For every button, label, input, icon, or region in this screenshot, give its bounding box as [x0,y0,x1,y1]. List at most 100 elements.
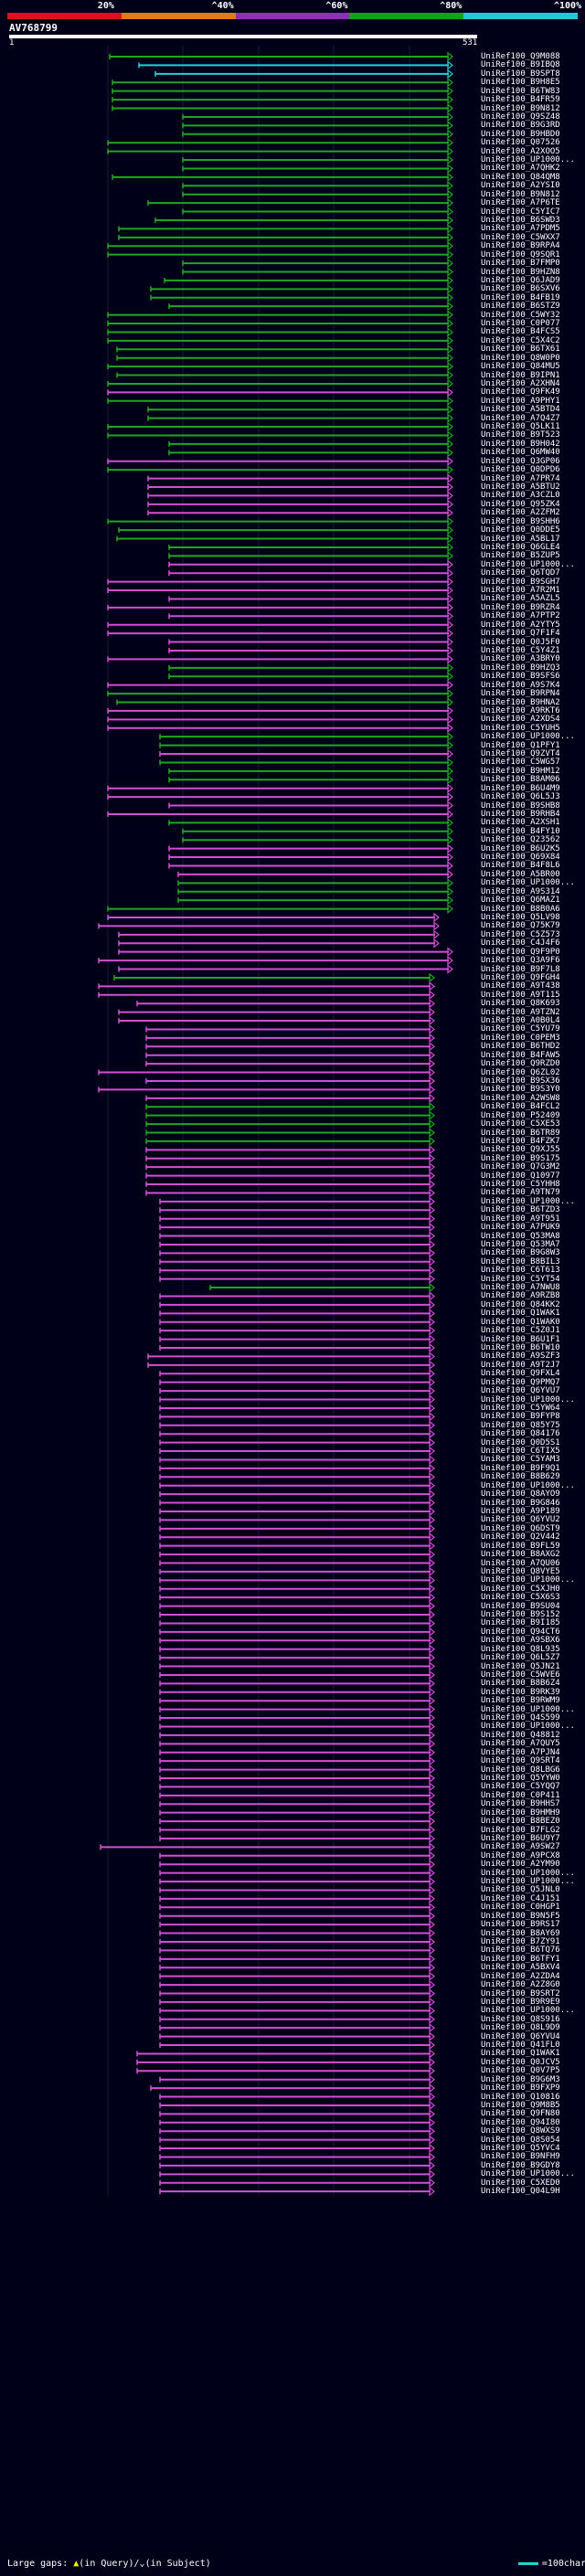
hit-label[interactable]: UniRef100_A9T951 [481,1214,560,1224]
hit-label[interactable]: UniRef100_B6TQ76 [481,1945,560,1956]
hit-label[interactable]: UniRef100_Q3GP06 [481,456,560,466]
hit-label[interactable]: UniRef100_Q8VYE5 [481,1566,560,1576]
hit-label[interactable]: UniRef100_Q5YYW0 [481,1774,560,1783]
hit-label[interactable]: UniRef100_Q1PFY1 [481,740,560,750]
hit-label[interactable]: UniRef100_C5WXX7 [481,232,560,242]
hit-label[interactable]: UniRef100_A9SBX6 [481,1636,560,1646]
hit-label[interactable]: UniRef100_A2YTY5 [481,620,560,630]
hit-label[interactable]: UniRef100_B6TW83 [481,86,560,96]
hit-label[interactable]: UniRef100_B9SRT2 [481,1988,560,1998]
hit-label[interactable]: UniRef100_B6TW10 [481,1343,560,1352]
hit-label[interactable]: UniRef100_B4FAW5 [481,1050,560,1060]
hit-label[interactable]: UniRef100_A2XHN4 [481,378,560,388]
hit-label[interactable]: UniRef100_C5WG57 [481,758,560,768]
hit-label[interactable]: UniRef100_B9HZN8 [481,267,560,277]
hit-label[interactable]: UniRef100_Q84176 [481,1429,560,1439]
hit-label[interactable]: UniRef100_C5WY32 [481,310,560,320]
hit-label[interactable]: UniRef100_B9S3Y0 [481,1085,560,1095]
hit-label[interactable]: UniRef100_Q23562 [481,835,560,845]
hit-label[interactable]: UniRef100_B9HMH9 [481,1807,560,1818]
hit-label[interactable]: UniRef100_A7Q4Z7 [481,413,560,423]
hit-label[interactable]: UniRef100_A2XOO5 [481,146,560,156]
hit-label[interactable]: UniRef100_C0P411 [481,1790,560,1800]
hit-label[interactable]: UniRef100_A7PTP2 [481,611,560,621]
hit-label[interactable]: UniRef100_UP1000... [481,732,575,742]
hit-label[interactable]: UniRef100_Q07526 [481,138,560,148]
hit-label[interactable]: UniRef100_B8B629 [481,1472,560,1482]
hit-label[interactable]: UniRef100_B5ZUP5 [481,551,560,561]
hit-label[interactable]: UniRef100_A0B0L4 [481,1016,560,1026]
hit-label[interactable]: UniRef100_A5BL17 [481,534,560,544]
hit-label[interactable]: UniRef100_C5YHH8 [481,1180,560,1190]
hit-label[interactable]: UniRef100_C5WVE6 [481,1670,560,1680]
hit-label[interactable]: UniRef100_C5XJH0 [481,1584,560,1594]
hit-label[interactable]: UniRef100_C4J4F6 [481,938,560,949]
hit-label[interactable]: UniRef100_A5BTD4 [481,405,560,415]
hit-label[interactable]: UniRef100_A7QUY5 [481,1739,560,1749]
hit-label[interactable]: UniRef100_Q53MA7 [481,1239,560,1249]
hit-label[interactable]: UniRef100_Q6YVU2 [481,1515,560,1525]
hit-label[interactable]: UniRef100_A9SW27 [481,1842,560,1852]
hit-label[interactable]: UniRef100_Q0D5S1 [481,1437,560,1447]
hit-label[interactable]: UniRef100_B8B6Z4 [481,1679,560,1689]
hit-label[interactable]: UniRef100_B9H8E5 [481,78,560,88]
hit-label[interactable]: UniRef100_Q9FXL4 [481,1369,560,1379]
hit-label[interactable]: UniRef100_B4FCL2 [481,1102,560,1112]
hit-label[interactable]: UniRef100_Q9PMQ7 [481,1377,560,1387]
hit-label[interactable]: UniRef100_B9RPN4 [481,689,560,699]
hit-label[interactable]: UniRef100_A2ZDA4 [481,1971,560,1981]
hit-label[interactable]: UniRef100_Q8L9D9 [481,2023,560,2033]
hit-label[interactable]: UniRef100_B6U9Y7 [481,1833,560,1843]
hit-label[interactable]: UniRef100_A7PDM5 [481,224,560,234]
hit-label[interactable]: UniRef100_Q94CT6 [481,1627,560,1637]
hit-label[interactable]: UniRef100_B7FMP0 [481,259,560,269]
hit-label[interactable]: UniRef100_Q7F1F4 [481,629,560,639]
hit-label[interactable]: UniRef100_Q6TQD7 [481,568,560,578]
hit-label[interactable]: UniRef100_B6U1F1 [481,1334,560,1344]
hit-label[interactable]: UniRef100_A2YSI0 [481,181,560,191]
hit-label[interactable]: UniRef100_Q8L935 [481,1644,560,1654]
hit-label[interactable]: UniRef100_B9SU04 [481,1601,560,1611]
hit-label[interactable]: UniRef100_B4F8L6 [481,861,560,871]
hit-label[interactable]: UniRef100_Q0V7P5 [481,2066,560,2076]
hit-label[interactable]: UniRef100_Q1WAK1 [481,2049,560,2059]
hit-label[interactable]: UniRef100_B9S152 [481,1610,560,1620]
hit-label[interactable]: UniRef100_Q6YVU4 [481,2031,560,2041]
hit-label[interactable]: UniRef100_C5YIC7 [481,207,560,217]
hit-label[interactable]: UniRef100_B9HHS7 [481,1799,560,1809]
hit-label[interactable]: UniRef100_A3CZL0 [481,491,560,501]
hit-label[interactable]: UniRef100_Q94I80 [481,2117,560,2127]
hit-label[interactable]: UniRef100_C5YQQ7 [481,1782,560,1792]
hit-label[interactable]: UniRef100_Q9XJ55 [481,1145,560,1155]
hit-label[interactable]: UniRef100_B9SX36 [481,1076,560,1086]
hit-label[interactable]: UniRef100_Q8LBG6 [481,1765,560,1775]
hit-label[interactable]: UniRef100_A5AZL5 [481,594,560,604]
hit-label[interactable]: UniRef100_B6SWD3 [481,215,560,225]
hit-label[interactable]: UniRef100_Q6ZL02 [481,1067,560,1077]
hit-label[interactable]: UniRef100_Q9FK49 [481,387,560,398]
hit-label[interactable]: UniRef100_B9RS17 [481,1920,560,1930]
hit-label[interactable]: UniRef100_B9RPA4 [481,241,560,251]
hit-label[interactable]: UniRef100_A9TZN2 [481,1007,560,1017]
hit-label[interactable]: UniRef100_B9FYP8 [481,1412,560,1422]
hit-label[interactable]: UniRef100_B9SHH6 [481,516,560,526]
hit-label[interactable]: UniRef100_B4FZK7 [481,1136,560,1146]
hit-label[interactable]: UniRef100_B9FXP9 [481,2083,560,2094]
hit-label[interactable]: UniRef100_A7PUK9 [481,1223,560,1233]
hit-label[interactable]: UniRef100_UP1000... [481,1722,575,1732]
hit-label[interactable]: UniRef100_B8AM06 [481,775,560,785]
hit-label[interactable]: UniRef100_A9P189 [481,1506,560,1516]
hit-label[interactable]: UniRef100_Q3A9F6 [481,956,560,966]
hit-label[interactable]: UniRef100_Q6JAD9 [481,275,560,285]
hit-label[interactable]: UniRef100_A7NWU8 [481,1283,560,1293]
hit-label[interactable]: UniRef100_A9S7K4 [481,680,560,690]
hit-label[interactable]: UniRef100_Q4S599 [481,1713,560,1723]
hit-label[interactable]: UniRef100_Q5LK11 [481,422,560,432]
hit-label[interactable]: UniRef100_A2WSW8 [481,1093,560,1103]
hit-label[interactable]: UniRef100_A9PHY1 [481,396,560,406]
hit-label[interactable]: UniRef100_B9NFH9 [481,2152,560,2162]
hit-label[interactable]: UniRef100_B6U4M9 [481,783,560,793]
hit-label[interactable]: UniRef100_B9RHB4 [481,809,560,819]
hit-label[interactable]: UniRef100_B9T523 [481,430,560,440]
hit-label[interactable]: UniRef100_A9T115 [481,990,560,1000]
